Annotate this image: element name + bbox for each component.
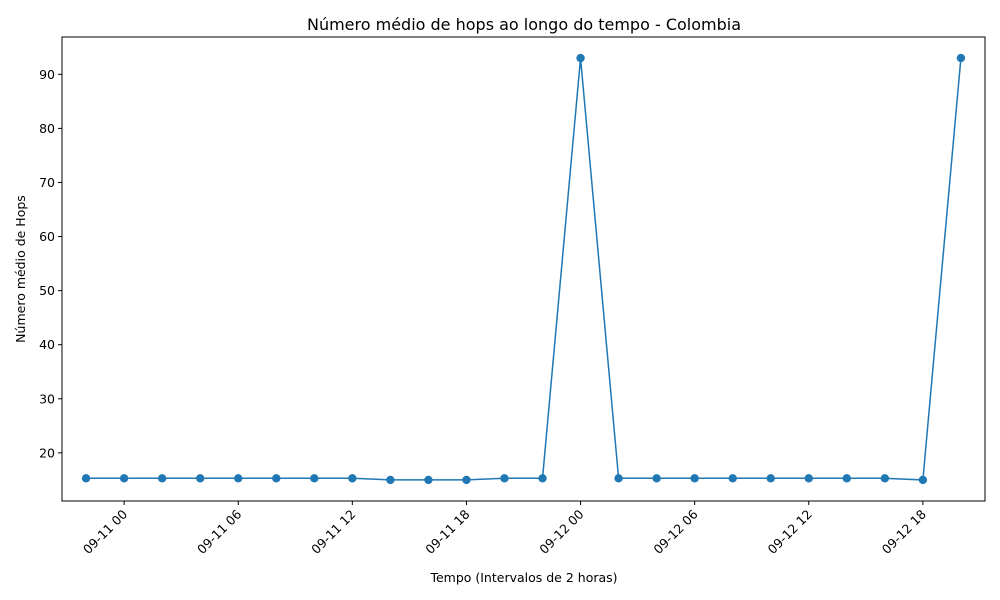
- x-tick-label: 09-11 12: [308, 507, 358, 557]
- plot-area: [81, 53, 966, 485]
- data-point: [614, 474, 623, 483]
- data-point: [576, 53, 585, 63]
- x-axis-label: Tempo (Intervalos de 2 horas): [429, 570, 617, 585]
- y-tick-label: 90: [39, 67, 55, 82]
- y-tick-label: 30: [39, 391, 55, 406]
- data-point: [690, 474, 699, 483]
- data-point: [119, 474, 129, 483]
- data-point: [234, 474, 243, 483]
- data-point: [652, 474, 661, 483]
- data-point: [272, 474, 281, 483]
- y-axis: 20 30 40 50 60 70 80 90: [39, 67, 62, 460]
- y-tick-label: 70: [39, 175, 55, 190]
- y-tick-label: 40: [39, 337, 55, 352]
- data-point: [157, 474, 167, 483]
- data-point: [310, 474, 319, 483]
- data-point: [348, 474, 357, 483]
- x-tick-label: 09-12 12: [765, 507, 815, 557]
- data-point: [386, 475, 395, 485]
- data-point: [918, 475, 928, 485]
- x-tick-label: 09-11 06: [194, 506, 244, 556]
- data-point: [81, 474, 91, 483]
- y-tick-label: 50: [39, 283, 55, 298]
- x-tick-label: 09-11 00: [80, 506, 130, 556]
- data-point: [880, 474, 890, 483]
- y-tick-label: 80: [39, 121, 55, 136]
- plot-frame: [61, 36, 986, 502]
- y-tick-label: 60: [39, 229, 55, 244]
- x-tick-label: 09-12 06: [650, 506, 700, 556]
- data-point: [424, 475, 433, 485]
- data-point: [766, 474, 775, 483]
- x-tick-label: 09-12 18: [879, 506, 929, 556]
- data-point: [842, 474, 851, 483]
- data-point: [956, 53, 966, 63]
- x-tick-label: 09-11 18: [422, 506, 472, 556]
- data-point: [196, 474, 205, 483]
- x-tick-label: 09-12 00: [536, 506, 586, 556]
- data-point: [728, 474, 737, 483]
- data-point: [500, 474, 509, 483]
- series-line: [86, 58, 962, 481]
- data-point: [462, 475, 471, 485]
- x-axis: 09-11 00 09-11 06 09-11 12 09-11 18 09-12 00…: [80, 501, 929, 557]
- data-point: [538, 474, 547, 483]
- chart-title: Número médio de hops ao longo do tempo -…: [307, 15, 741, 34]
- data-point: [804, 474, 813, 483]
- y-tick-label: 20: [39, 445, 55, 460]
- y-axis-label: Número médio de Hops: [13, 195, 28, 343]
